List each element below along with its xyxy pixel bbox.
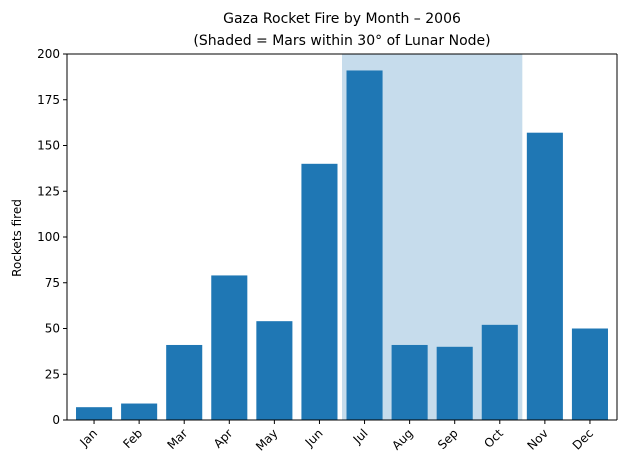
- x-tick-label-may: May: [253, 426, 280, 453]
- x-tick-label-nov: Nov: [525, 426, 551, 452]
- y-tick-label: 175: [37, 93, 60, 107]
- x-tick-label-aug: Aug: [389, 426, 415, 452]
- bar-dec: [571, 328, 608, 420]
- x-tick-label-jul: Jul: [350, 426, 371, 447]
- bar-mar: [166, 344, 203, 420]
- y-tick-label: 25: [45, 367, 60, 381]
- y-tick-label: 0: [52, 413, 60, 427]
- bar-feb: [121, 403, 158, 420]
- bar-sep: [436, 346, 473, 420]
- bar-nov: [526, 132, 563, 420]
- x-tick-label-mar: Mar: [164, 426, 190, 452]
- x-tick-label-jan: Jan: [76, 426, 100, 450]
- bar-aug: [391, 344, 428, 420]
- chart-title-line1: Gaza Rocket Fire by Month – 2006: [223, 11, 461, 27]
- x-tick-label-apr: Apr: [211, 426, 236, 451]
- y-tick-label: 125: [37, 184, 60, 198]
- y-tick-label: 100: [37, 230, 60, 244]
- x-tick-label-oct: Oct: [481, 426, 506, 451]
- bar-layer: [76, 70, 608, 421]
- y-axis-label: Rockets fired: [10, 199, 24, 277]
- y-tick-label: 50: [45, 322, 60, 336]
- y-tick-label: 200: [37, 47, 60, 61]
- x-tick-label-feb: Feb: [120, 426, 145, 451]
- x-tick-label-dec: Dec: [570, 426, 596, 452]
- axis-layer: 0 25 50 75 100 125 150 175 200 Jan Feb Mar Apr May Jun…: [37, 47, 618, 454]
- bar-may: [256, 321, 293, 420]
- bar-jan: [76, 407, 113, 420]
- x-tick-label-jun: Jun: [302, 426, 326, 450]
- chart-title-line2: (Shaded = Mars within 30° of Lunar Node): [193, 33, 490, 49]
- y-tick-label: 75: [45, 276, 60, 290]
- y-tick-label: 150: [37, 139, 60, 153]
- bar-apr: [211, 275, 248, 420]
- bar-jun: [301, 163, 338, 421]
- bar-oct: [481, 324, 518, 420]
- bar-jul: [346, 70, 383, 420]
- x-tick-label-sep: Sep: [435, 426, 461, 452]
